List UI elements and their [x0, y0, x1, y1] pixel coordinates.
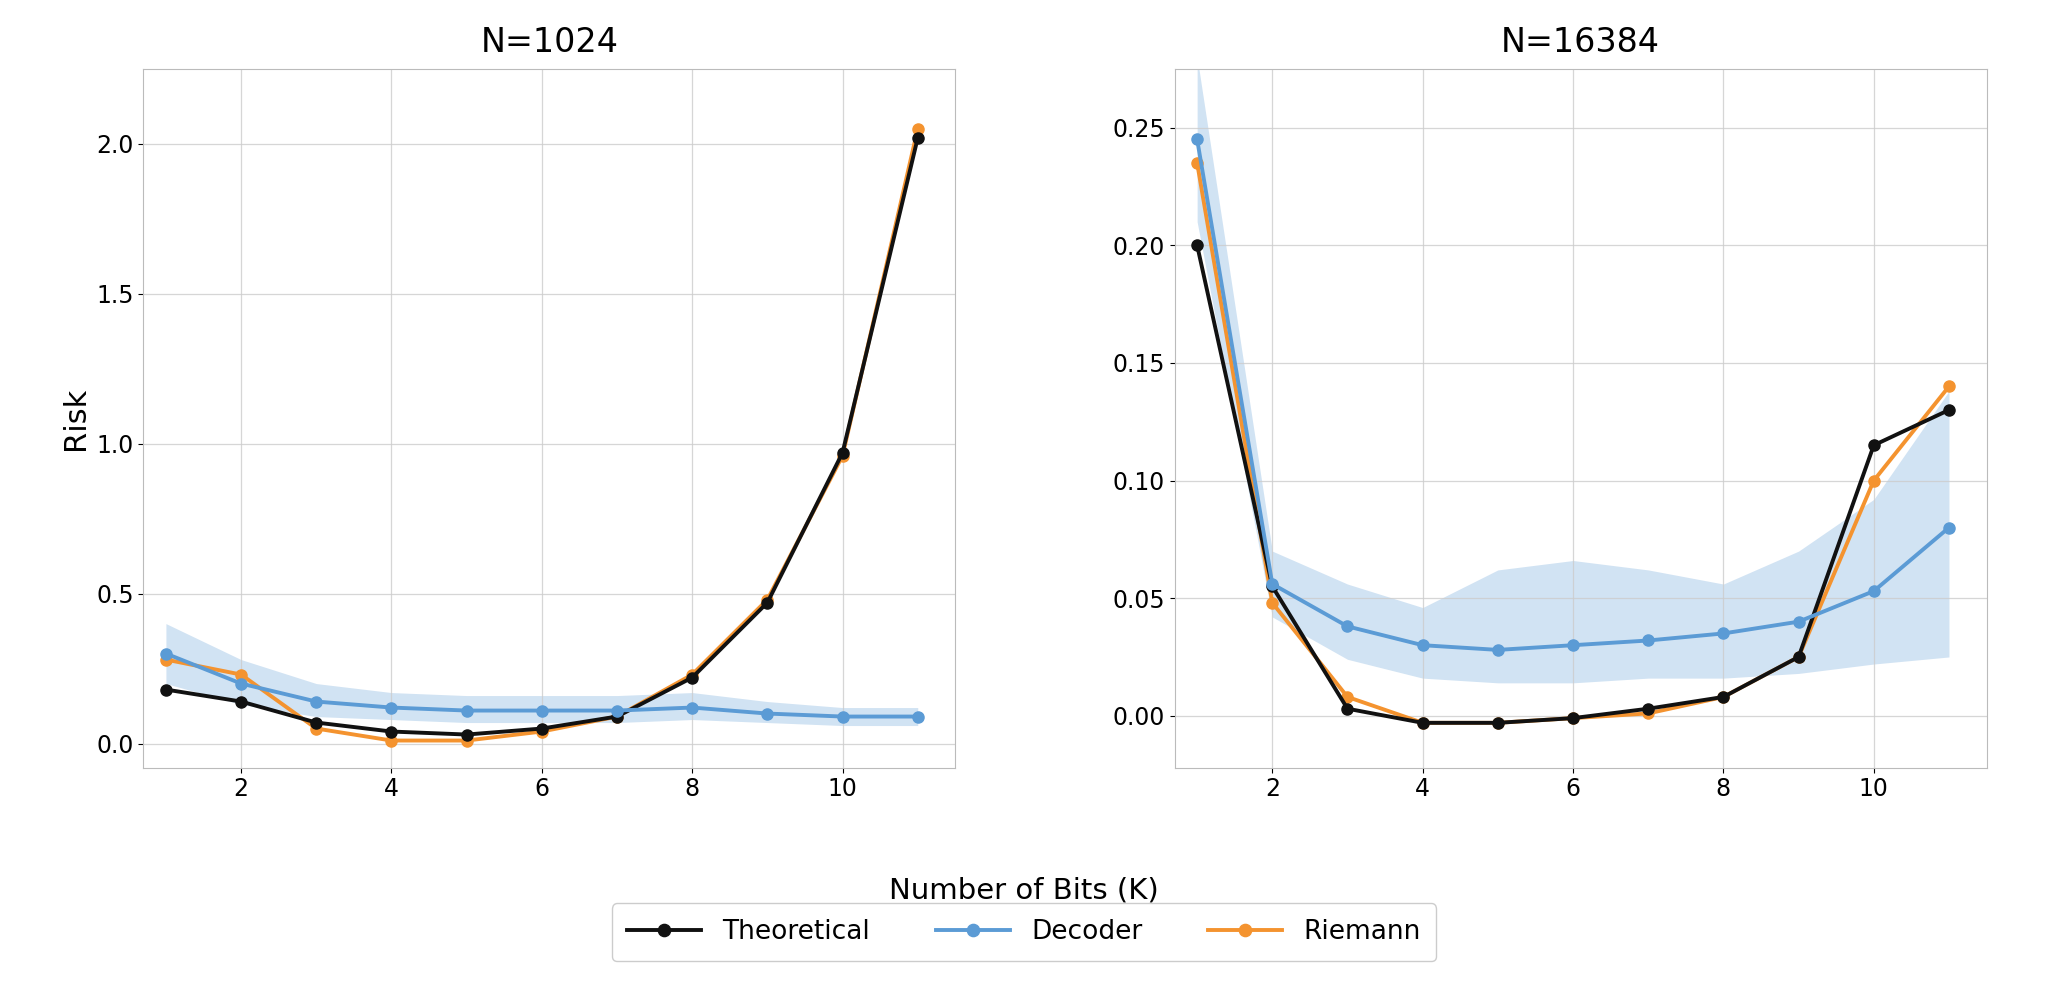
- Theoretical: [1335, 703, 1360, 714]
- Decoder: [604, 705, 629, 716]
- Theoretical: [1786, 651, 1810, 663]
- Line: Riemann: Riemann: [160, 123, 924, 746]
- Theoretical: [530, 722, 555, 734]
- Decoder: [379, 702, 403, 713]
- Riemann: [1561, 712, 1585, 724]
- Riemann: [1636, 707, 1661, 719]
- Theoretical: [154, 684, 178, 696]
- Riemann: [1186, 157, 1210, 169]
- Decoder: [1636, 635, 1661, 646]
- Riemann: [829, 450, 854, 461]
- Legend: Theoretical, Decoder, Riemann: Theoretical, Decoder, Riemann: [612, 903, 1436, 961]
- Decoder: [530, 705, 555, 716]
- Riemann: [530, 725, 555, 737]
- Title: N=1024: N=1024: [481, 27, 618, 59]
- Decoder: [1561, 640, 1585, 651]
- Theoretical: [303, 716, 328, 728]
- Theoretical: [1485, 717, 1509, 729]
- Decoder: [1862, 585, 1886, 597]
- Riemann: [905, 123, 930, 135]
- Decoder: [154, 647, 178, 659]
- Decoder: [1411, 640, 1436, 651]
- Theoretical: [1862, 439, 1886, 451]
- Theoretical: [604, 710, 629, 722]
- Theoretical: [455, 728, 479, 740]
- Theoretical: [1411, 717, 1436, 729]
- Decoder: [1186, 134, 1210, 146]
- Title: N=16384: N=16384: [1501, 27, 1661, 59]
- Decoder: [680, 702, 705, 713]
- Riemann: [1335, 691, 1360, 703]
- Riemann: [455, 735, 479, 747]
- Theoretical: [1260, 581, 1284, 592]
- Riemann: [229, 669, 254, 681]
- Decoder: [1335, 621, 1360, 633]
- Riemann: [1862, 474, 1886, 486]
- Line: Riemann: Riemann: [1192, 157, 1954, 728]
- Theoretical: [1712, 691, 1737, 703]
- Decoder: [1786, 616, 1810, 628]
- Riemann: [604, 710, 629, 722]
- Decoder: [1937, 522, 1962, 533]
- Riemann: [1485, 717, 1509, 729]
- Riemann: [1260, 597, 1284, 609]
- Riemann: [1786, 651, 1810, 663]
- Decoder: [1712, 628, 1737, 640]
- Riemann: [379, 735, 403, 747]
- Theoretical: [680, 672, 705, 684]
- Line: Theoretical: Theoretical: [160, 132, 924, 740]
- Riemann: [756, 593, 780, 605]
- Theoretical: [1636, 703, 1661, 714]
- Decoder: [756, 707, 780, 719]
- Y-axis label: Risk: Risk: [61, 387, 90, 450]
- Decoder: [1485, 644, 1509, 655]
- Text: Number of Bits (K): Number of Bits (K): [889, 877, 1159, 904]
- Theoretical: [905, 132, 930, 144]
- Theoretical: [1186, 239, 1210, 251]
- Decoder: [229, 678, 254, 690]
- Riemann: [1712, 691, 1737, 703]
- Theoretical: [1937, 404, 1962, 416]
- Riemann: [154, 653, 178, 665]
- Decoder: [1260, 579, 1284, 590]
- Theoretical: [829, 447, 854, 459]
- Decoder: [455, 705, 479, 716]
- Theoretical: [1561, 712, 1585, 724]
- Theoretical: [379, 725, 403, 737]
- Riemann: [303, 722, 328, 734]
- Riemann: [1937, 381, 1962, 393]
- Line: Decoder: Decoder: [1192, 134, 1954, 655]
- Riemann: [1411, 717, 1436, 729]
- Decoder: [829, 710, 854, 722]
- Decoder: [905, 710, 930, 722]
- Theoretical: [756, 596, 780, 608]
- Decoder: [303, 696, 328, 707]
- Theoretical: [229, 696, 254, 707]
- Line: Decoder: Decoder: [160, 648, 924, 722]
- Line: Theoretical: Theoretical: [1192, 240, 1954, 728]
- Riemann: [680, 669, 705, 681]
